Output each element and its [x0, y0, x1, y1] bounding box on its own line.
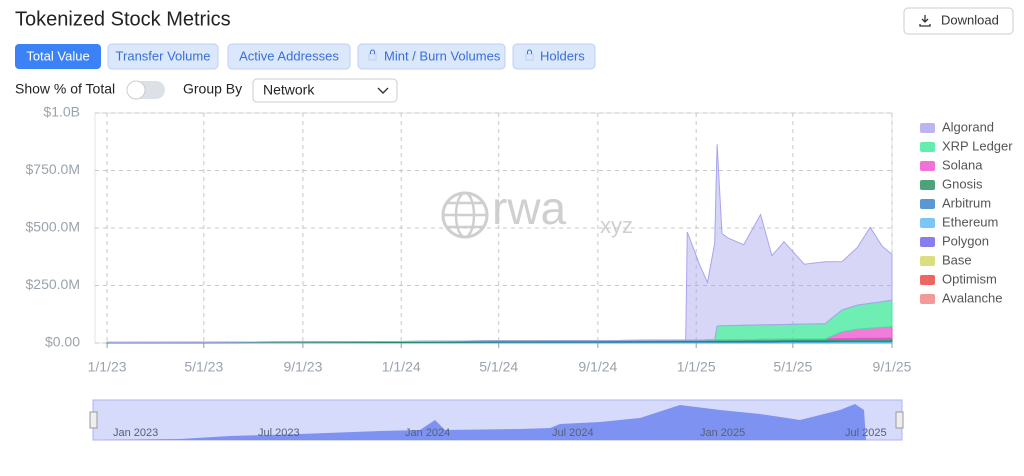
x-tick-label: 5/1/24: [479, 359, 518, 375]
legend-swatch: [920, 180, 935, 190]
legend-swatch: [920, 142, 935, 152]
legend-item[interactable]: Gnosis: [920, 176, 983, 191]
legend-item[interactable]: Polygon: [920, 233, 989, 248]
tab-label: Mint / Burn Volumes: [384, 48, 501, 63]
legend-item[interactable]: Solana: [920, 157, 983, 172]
area: [107, 144, 893, 343]
watermark-text: rwa: [492, 182, 567, 234]
tab[interactable]: Total Value: [15, 44, 101, 69]
x-tick-label: 9/1/23: [283, 359, 322, 375]
y-tick-label: $250.0M: [26, 276, 80, 292]
x-tick-label: 1/1/24: [382, 359, 421, 375]
tab-label: Transfer Volume: [116, 48, 211, 63]
toggle[interactable]: [126, 80, 165, 100]
legend-swatch: [920, 256, 935, 266]
navigator-label: Jul 2024: [552, 427, 594, 439]
x-tick-label: 9/1/24: [578, 359, 617, 375]
tab-label: Active Addresses: [239, 48, 339, 63]
legend-swatch: [920, 123, 935, 133]
tab[interactable]: Transfer Volume: [107, 43, 219, 70]
tab[interactable]: Holders: [512, 43, 596, 70]
legend-label: Ethereum: [942, 214, 998, 229]
navigator-label: Jan 2023: [113, 427, 158, 439]
page-title: Tokenized Stock Metrics: [15, 8, 231, 30]
navigator: Jan 2023 Jul 2023 Jan 2024 Jul 2024 Jan …: [89, 399, 904, 441]
legend-swatch: [920, 237, 935, 247]
watermark: rwa xyz: [441, 182, 633, 239]
watermark-suffix: xyz: [600, 213, 633, 238]
legend-label: Gnosis: [942, 176, 983, 191]
plot: $0.00 $250.0M $500.0M $750.0M $1.0B 1/1/23 5/1…: [26, 104, 912, 375]
legend-swatch: [920, 294, 935, 304]
navigator-label: Jul 2023: [258, 427, 300, 439]
navigator-label: Jan 2025: [700, 427, 745, 439]
legend-label: Algorand: [942, 119, 994, 134]
x-tick-label: 9/1/25: [873, 359, 912, 375]
x-tick-label: 1/1/25: [677, 359, 716, 375]
tab[interactable]: Active Addresses: [227, 43, 351, 70]
legend-swatch: [920, 161, 935, 171]
legend-swatch: [920, 199, 935, 209]
group-select[interactable]: Network: [252, 78, 398, 103]
legend-item[interactable]: Ethereum: [920, 214, 998, 229]
legend-item[interactable]: Avalanche: [920, 290, 1002, 305]
legend-swatch: [920, 275, 935, 285]
x-tick-label: 1/1/23: [88, 359, 127, 375]
legend-item[interactable]: Arbitrum: [920, 195, 991, 210]
legend-label: Arbitrum: [942, 195, 991, 210]
legend-label: Optimism: [942, 271, 997, 286]
x-tick-label: 5/1/25: [773, 359, 812, 375]
legend-item[interactable]: Optimism: [920, 271, 997, 286]
y-tick-label: $1.0B: [43, 104, 80, 120]
tab-label: Total Value: [26, 48, 89, 63]
navigator-label: Jul 2025: [845, 427, 887, 439]
legend-item[interactable]: Base: [920, 252, 972, 267]
legend-item[interactable]: Algorand: [920, 119, 994, 134]
legend-label: Solana: [942, 157, 983, 172]
y-tick-label: $0.00: [45, 334, 80, 350]
legend-label: Polygon: [942, 233, 989, 248]
legend-label: Base: [942, 252, 972, 267]
navigator-label: Jan 2024: [405, 427, 450, 439]
legend-label: Avalanche: [942, 290, 1002, 305]
x-tick-label: 5/1/23: [184, 359, 223, 375]
legend-label: XRP Ledger: [942, 138, 1013, 153]
y-tick-label: $750.0M: [26, 161, 80, 177]
y-tick-label: $500.0M: [26, 219, 80, 235]
toggle-label: Show % of Total: [15, 81, 115, 97]
download-label: Download: [941, 12, 999, 27]
group-by-label: Group By: [183, 81, 242, 97]
legend-item[interactable]: XRP Ledger: [920, 138, 1013, 153]
legend-swatch: [920, 218, 935, 228]
tab-label: Holders: [540, 48, 585, 63]
select-value: Network: [263, 82, 315, 98]
tab[interactable]: Mint / Burn Volumes: [357, 43, 506, 70]
download-button[interactable]: Download: [903, 7, 1014, 35]
